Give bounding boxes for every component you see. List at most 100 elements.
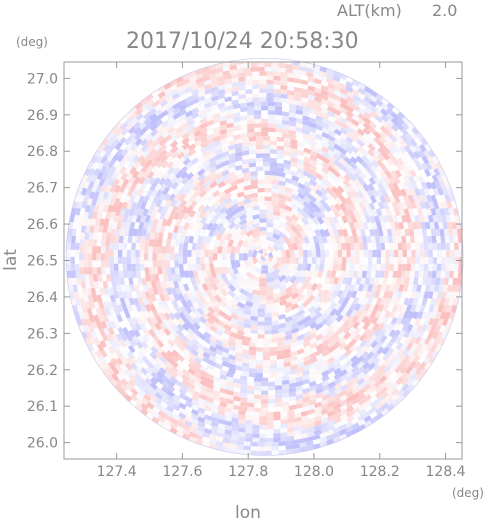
radar-cell bbox=[219, 293, 228, 303]
radar-cell bbox=[297, 177, 306, 185]
radar-cell bbox=[184, 415, 193, 423]
radar-cell bbox=[369, 215, 376, 224]
radar-cell bbox=[357, 123, 366, 131]
radar-cell bbox=[326, 170, 336, 179]
radar-cell bbox=[241, 371, 250, 377]
radar-cell bbox=[280, 72, 288, 77]
radar-cell bbox=[248, 341, 257, 347]
radar-cell bbox=[125, 382, 134, 392]
radar-cell bbox=[272, 205, 281, 212]
radar-cell bbox=[109, 211, 116, 220]
radar-cell bbox=[84, 337, 91, 346]
radar-cell bbox=[144, 322, 152, 331]
radar-cell bbox=[162, 186, 170, 196]
y-tick-label: 26.1 bbox=[27, 399, 58, 415]
radar-cell bbox=[334, 118, 343, 127]
radar-cell bbox=[277, 242, 285, 251]
radar-cell bbox=[135, 214, 142, 223]
radar-cell bbox=[442, 200, 449, 210]
radar-cell bbox=[195, 73, 204, 80]
radar-cell bbox=[403, 195, 410, 204]
radar-cell bbox=[217, 252, 222, 261]
radar-cell bbox=[239, 111, 248, 117]
radar-cell bbox=[197, 203, 206, 213]
radar-cell bbox=[443, 277, 449, 286]
radar-cell bbox=[401, 290, 408, 300]
radar-cell bbox=[314, 100, 323, 108]
radar-cell bbox=[371, 189, 379, 198]
radar-cell bbox=[253, 390, 262, 395]
radar-cell bbox=[158, 327, 166, 337]
radar-cell bbox=[455, 284, 462, 293]
radar-cell bbox=[301, 387, 310, 394]
radar-cell bbox=[183, 235, 190, 244]
radar-cell bbox=[428, 317, 435, 327]
radar-cell bbox=[409, 336, 417, 345]
radar-cell bbox=[124, 142, 133, 151]
radar-cell bbox=[438, 221, 444, 230]
radar-cell bbox=[129, 137, 138, 146]
radar-cell bbox=[207, 204, 216, 214]
radar-cell bbox=[158, 273, 164, 282]
radar-cell bbox=[305, 71, 315, 78]
radar-cell bbox=[315, 148, 325, 156]
radar-cell bbox=[356, 139, 366, 148]
radar-cell bbox=[303, 235, 310, 245]
radar-cell bbox=[161, 299, 169, 309]
radar-cell bbox=[110, 132, 119, 141]
radar-cell bbox=[256, 251, 262, 257]
radar-cell bbox=[136, 235, 142, 244]
radar-cell bbox=[157, 415, 166, 423]
x-tick-label: 127.8 bbox=[228, 464, 268, 480]
radar-cell bbox=[302, 128, 311, 136]
radar-cell bbox=[258, 273, 267, 279]
radar-cell bbox=[169, 253, 175, 261]
radar-cell bbox=[327, 139, 336, 148]
radar-cell bbox=[175, 425, 185, 433]
radar-cell bbox=[364, 215, 372, 224]
radar-cell bbox=[210, 77, 219, 84]
radar-cell bbox=[426, 228, 432, 237]
radar-cell bbox=[222, 266, 230, 275]
radar-cell bbox=[389, 140, 398, 149]
radar-cell bbox=[345, 395, 354, 404]
radar-cell bbox=[101, 171, 109, 181]
radar-cell bbox=[190, 348, 199, 357]
radar-cell bbox=[436, 235, 441, 244]
radar-cell bbox=[409, 317, 417, 326]
radar-cell bbox=[357, 208, 365, 218]
radar-cell bbox=[418, 291, 425, 300]
radar-cell bbox=[320, 187, 329, 196]
radar-cell bbox=[331, 186, 340, 195]
radar-cell bbox=[321, 389, 330, 397]
radar-cell bbox=[378, 141, 387, 150]
radar-cell bbox=[218, 206, 228, 215]
radar-cell bbox=[399, 208, 406, 217]
radar-cell bbox=[197, 81, 206, 88]
radar-cell bbox=[116, 221, 122, 230]
radar-cell bbox=[264, 334, 272, 339]
radar-cell bbox=[345, 375, 354, 383]
radar-cell bbox=[358, 303, 366, 312]
radar-cell bbox=[372, 182, 380, 192]
radar-cell bbox=[395, 342, 404, 351]
radar-cell bbox=[387, 182, 395, 191]
radar-cell bbox=[293, 269, 301, 279]
radar-cell bbox=[111, 221, 118, 230]
radar-cell bbox=[276, 162, 285, 169]
radar-cell bbox=[295, 376, 304, 383]
radar-cell bbox=[218, 304, 227, 313]
radar-cell bbox=[307, 431, 316, 438]
radar-cell bbox=[231, 73, 240, 79]
radar-cell bbox=[321, 127, 330, 135]
radar-cell bbox=[377, 277, 384, 286]
radar-cell bbox=[142, 310, 150, 319]
radar-cell bbox=[185, 339, 194, 347]
radar-cell bbox=[219, 401, 228, 408]
radar-cell bbox=[320, 182, 329, 190]
radar-cell bbox=[149, 231, 156, 240]
radar-cell bbox=[430, 161, 438, 171]
radar-cell bbox=[326, 401, 336, 408]
radar-cell bbox=[350, 290, 358, 299]
radar-cell bbox=[109, 184, 117, 193]
